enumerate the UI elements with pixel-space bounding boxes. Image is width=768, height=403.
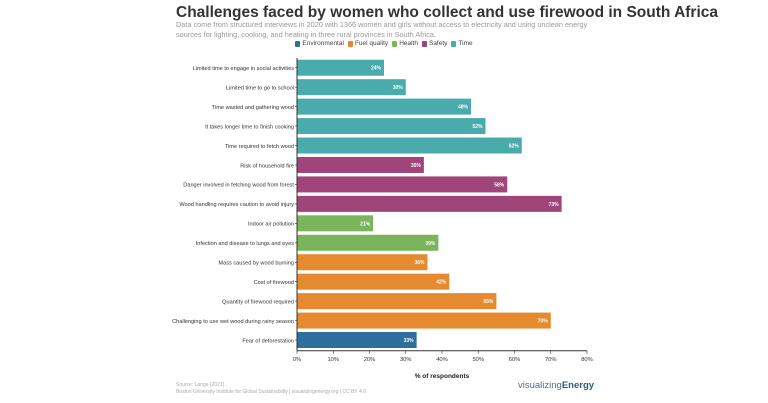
data-label: 70% — [538, 319, 549, 325]
bar — [297, 176, 508, 193]
category-label: Danger involved in fetching wood from fo… — [183, 183, 294, 189]
data-label: 35% — [411, 163, 422, 169]
bar — [297, 156, 424, 173]
legend-swatch — [451, 40, 457, 47]
category-label: Time wasted and gathering wood — [212, 105, 294, 111]
x-tick-label: 70% — [545, 357, 557, 363]
bar — [297, 332, 417, 349]
x-tick-label: 20% — [364, 357, 376, 363]
legend-swatch — [295, 40, 301, 47]
bar — [297, 59, 384, 76]
category-label: Risk of household fire — [240, 163, 294, 169]
logo-light-text: visualizing — [518, 380, 562, 391]
legend-label: Fuel quality — [354, 40, 389, 47]
bar — [297, 98, 471, 115]
legend-swatch — [392, 40, 398, 47]
x-axis-title: % of respondents — [415, 373, 470, 380]
category-label: Mass caused by wood burning — [218, 261, 294, 267]
category-label: Cost of firewood — [254, 280, 294, 286]
data-label: 62% — [509, 144, 520, 150]
source-note: Source: Lange (2021) Boston University I… — [176, 382, 366, 395]
legend-label: Health — [399, 40, 418, 47]
data-label: 30% — [393, 85, 404, 91]
legend-item[interactable]: Fuel quality — [347, 40, 389, 47]
category-label: Fear of deforestation — [242, 338, 294, 344]
data-label: 58% — [494, 182, 505, 188]
category-label: It takes longer time to finish cooking — [205, 124, 294, 130]
x-tick-label: 10% — [327, 357, 339, 363]
legend-label: Safety — [428, 40, 448, 47]
category-label: Infection and disease to lungs and eyes — [196, 241, 294, 247]
bar — [297, 195, 562, 212]
legend-swatch — [347, 40, 353, 47]
x-tick-label: 0% — [293, 357, 301, 363]
data-label: 24% — [371, 66, 382, 72]
category-label: Limited time to engage in social activit… — [193, 66, 295, 72]
legend: Environmental Fuel quality Health Safety Tim… — [0, 40, 768, 49]
bar — [297, 254, 428, 271]
data-label: 36% — [414, 260, 425, 266]
category-label: Limited time to go to school — [226, 85, 294, 91]
bar — [297, 137, 522, 154]
chart-subtitle: Data come from structured interviews in … — [176, 20, 588, 39]
credit-text: Boston University Institute for Global S… — [176, 388, 367, 395]
x-tick-label: 30% — [400, 357, 412, 363]
legend-item[interactable]: Safety — [421, 40, 448, 47]
data-label: 48% — [458, 105, 469, 111]
data-label: 39% — [425, 241, 436, 247]
bar — [297, 293, 497, 310]
chart-title: Challenges faced by women who collect an… — [176, 4, 719, 21]
data-label: 55% — [483, 299, 494, 305]
logo-bold-text: Energy — [561, 380, 595, 391]
bar — [297, 273, 450, 290]
legend-item[interactable]: Environmental — [295, 40, 344, 47]
data-label: 73% — [549, 202, 560, 208]
category-label: Quantity of firewood required — [222, 299, 294, 305]
bar — [297, 79, 406, 96]
bar — [297, 215, 374, 232]
legend-item[interactable]: Health — [392, 40, 418, 47]
legend-label: Environmental — [302, 40, 344, 47]
category-label: Wood handling requires caution to avoid … — [179, 202, 294, 208]
bar — [297, 118, 486, 135]
data-label: 52% — [472, 124, 483, 130]
x-tick-label: 40% — [436, 357, 448, 363]
bar — [297, 312, 551, 329]
data-label: 42% — [436, 280, 447, 286]
legend-label: Time — [458, 40, 473, 47]
data-label: 33% — [404, 338, 415, 344]
data-label: 21% — [360, 221, 371, 227]
legend-swatch — [421, 40, 427, 47]
category-label: Time required to fetch wood — [225, 144, 294, 150]
category-label: Indoor air pollution — [248, 222, 294, 228]
bar — [297, 234, 439, 251]
source-text: Source: Lange (2021) — [176, 382, 225, 388]
x-tick-label: 60% — [509, 357, 521, 363]
legend-item[interactable]: Time — [451, 40, 473, 47]
x-tick-label: 80% — [581, 357, 593, 363]
logo: visualizingEnergy — [518, 380, 594, 391]
x-tick-label: 50% — [472, 357, 484, 363]
category-label: Challenging to use wet wood during rainy… — [172, 319, 294, 325]
